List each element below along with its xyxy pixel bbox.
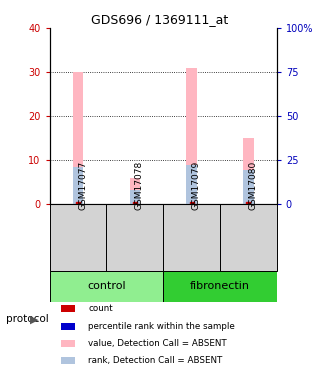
Text: value, Detection Call = ABSENT: value, Detection Call = ABSENT (88, 339, 227, 348)
Bar (61, 306, 75, 312)
Bar (163, 270, 277, 302)
Bar (187, 165, 197, 204)
Text: GSM17078: GSM17078 (135, 160, 144, 210)
Text: fibronectin: fibronectin (190, 281, 250, 291)
Bar (130, 190, 140, 204)
Bar (61, 340, 75, 347)
Bar (50, 204, 106, 270)
Text: control: control (87, 281, 126, 291)
Bar (50, 270, 163, 302)
Bar (187, 68, 197, 204)
Bar (61, 323, 75, 330)
Text: percentile rank within the sample: percentile rank within the sample (88, 322, 235, 331)
Text: protocol: protocol (6, 315, 49, 324)
Bar (163, 204, 220, 270)
Text: count: count (88, 304, 113, 313)
Bar (243, 170, 253, 204)
Bar (220, 204, 277, 270)
Bar (106, 204, 163, 270)
Text: rank, Detection Call = ABSENT: rank, Detection Call = ABSENT (88, 356, 223, 365)
Text: GSM17079: GSM17079 (192, 160, 201, 210)
Bar (73, 72, 83, 204)
Bar (243, 138, 253, 204)
Bar (130, 178, 140, 204)
Bar (73, 167, 83, 204)
Text: GSM17080: GSM17080 (248, 160, 257, 210)
Text: ▶: ▶ (30, 315, 39, 324)
Bar (61, 357, 75, 364)
Text: GSM17077: GSM17077 (78, 160, 87, 210)
Text: GDS696 / 1369111_at: GDS696 / 1369111_at (92, 13, 228, 26)
